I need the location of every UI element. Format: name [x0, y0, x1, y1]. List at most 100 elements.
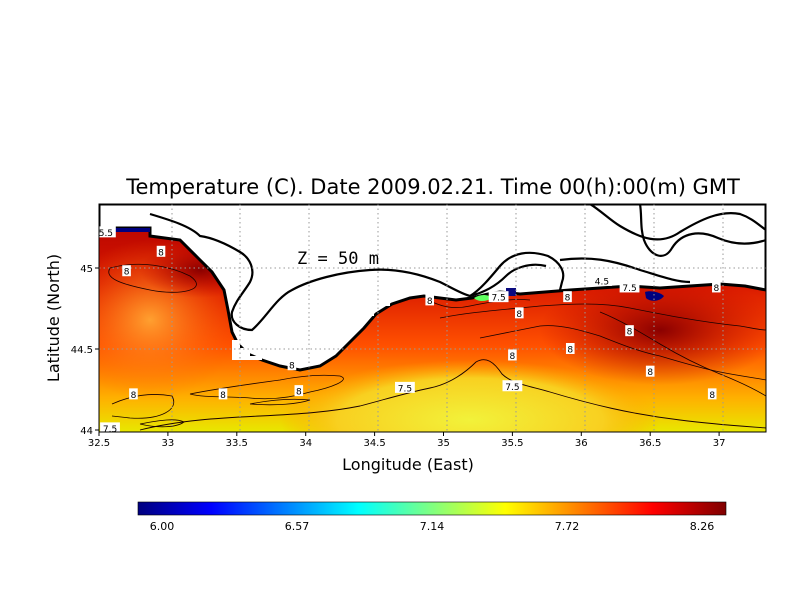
contour-label-bg: [294, 385, 304, 397]
contour-label-bg: [156, 245, 166, 257]
x-tick-label: 35.5: [501, 438, 523, 449]
contour-label-bg: [287, 359, 297, 371]
contour-label: 7.5: [395, 381, 415, 394]
contour-line: [189, 374, 344, 400]
y-tick-label: 44.5: [71, 345, 93, 356]
contour-label-bg: [122, 265, 131, 277]
colorbar-ticks: 6.00 6.57 7.14 7.72 8.26: [150, 520, 715, 533]
contour-label-bg: [619, 281, 640, 293]
contour-label: 8: [565, 343, 575, 356]
x-tick-label: 33.5: [226, 438, 248, 449]
contour-label-bg: [565, 343, 575, 354]
x-tick-label: 32.5: [88, 438, 110, 449]
contour-label-text: 7.5: [398, 384, 412, 394]
chart-title: Temperature (C). Date 2009.02.21. Time 0…: [125, 175, 740, 199]
contour-label-text: 8: [427, 297, 433, 307]
colorbar-tick-label: 6.00: [150, 520, 175, 533]
contour-label-text: 8: [516, 310, 522, 320]
contour-label-bg: [129, 388, 138, 400]
contour-label-text: 8: [296, 388, 302, 398]
contour-label-text: 5.5: [99, 229, 113, 239]
contour-label-text: 4.5: [595, 277, 609, 287]
contour-label: 8: [645, 365, 655, 378]
x-axis: 32.5 33 33.5 34 34.5 35 35.5 36 36.5 37: [88, 432, 725, 449]
contour-label-bg: [218, 388, 228, 400]
contour-label: 8: [514, 307, 524, 320]
x-tick-label: 36.5: [639, 438, 661, 449]
x-tick-label: 33: [162, 438, 175, 449]
contour-label: 7.5: [488, 291, 509, 304]
contour-label-bg: [502, 380, 523, 392]
contour-line: [439, 303, 766, 331]
contour-label-bg: [395, 381, 415, 393]
contour-label-text: 7.5: [505, 383, 519, 393]
contour-label-bg: [563, 291, 572, 303]
y-tick-label: 45: [80, 264, 93, 275]
colorbar: 6.00 6.57 7.14 7.72 8.26: [137, 501, 727, 533]
kerch-coastline: [589, 204, 766, 241]
contour-label-bg: [707, 388, 717, 400]
contour-label: 8: [218, 388, 228, 401]
contour-labels: 8 8 8 8 8 8 7.5 8 7.5 8 8 7.5 8 8 4.5 7.5 8 8 8 8 5.5 7.5: [99, 226, 721, 435]
contour-label-text: 7.5: [622, 284, 636, 294]
contour-label: 7.5: [100, 422, 120, 435]
contour-label: 8: [294, 385, 304, 398]
contour-line: [479, 325, 766, 381]
x-tick-label: 35: [437, 438, 450, 449]
contour-label: 8: [425, 294, 435, 307]
contour-label-text: 8: [158, 248, 164, 258]
taman-coastline: [638, 204, 766, 257]
x-tick-label: 36: [575, 438, 588, 449]
contour-label-text: 7.5: [103, 425, 117, 435]
contour-label-text: 7.5: [491, 294, 505, 304]
crimea-landmass: [99, 204, 766, 372]
contour-label: 8: [712, 281, 721, 294]
contour-label-bg: [508, 349, 517, 361]
colorbar-scale: [137, 501, 727, 516]
contour-label: 5.5: [99, 226, 116, 239]
cold-patch: [645, 291, 664, 301]
contour-label-text: 8: [289, 362, 295, 372]
depth-label: Z = 50 m: [297, 249, 379, 269]
x-tick-label: 34.5: [363, 438, 385, 449]
coast-step: [340, 300, 390, 338]
contour-label-bg: [425, 294, 435, 306]
contour-label-bg: [488, 291, 509, 303]
contour-label: 8: [707, 388, 717, 401]
colorbar-tick-label: 7.72: [555, 520, 580, 533]
inland-coastline: [149, 212, 565, 332]
contour-label-text: 8: [124, 268, 130, 278]
contour-label-bg: [645, 365, 655, 377]
x-axis-label: Longitude (East): [342, 455, 474, 474]
contour-label-bg: [625, 325, 634, 337]
contour-label: 8: [156, 245, 166, 258]
cool-south-region: [280, 360, 660, 432]
warmest-east-region: [540, 275, 766, 385]
colorbar-tick-label: 8.26: [690, 520, 715, 533]
x-tick-label: 34: [299, 438, 312, 449]
contour-line: [108, 263, 197, 293]
contour-label-bg: [514, 307, 524, 319]
contour-label-text: 8: [565, 294, 571, 304]
contour-label: 8: [129, 388, 138, 401]
contour-label-text: 8: [567, 346, 573, 356]
y-axis-label: Latitude (North): [44, 254, 63, 382]
cool-patch: [474, 295, 492, 301]
contour-label: 8: [287, 359, 297, 372]
map-area: 8 8 8 8 8 8 7.5 8 7.5 8 8 7.5 8 8 4.5 7.5 8 8 8 8 5.5 7.5 Z =…: [99, 204, 766, 435]
contour-line: [427, 299, 531, 308]
contour-label-bg: [712, 281, 721, 293]
contour-label-text: 8: [627, 328, 633, 338]
contour-label: 8: [508, 349, 517, 362]
azov-coastline: [469, 257, 691, 298]
contour-line: [249, 398, 311, 406]
contour-label: 4.5: [592, 274, 612, 287]
contour-line-7.5: [139, 359, 766, 431]
contour-label-bg: [592, 274, 612, 286]
plot-frame: [98, 203, 767, 433]
contour-label-bg: [100, 422, 120, 432]
y-tick-label: 44: [80, 426, 93, 437]
contour-label-text: 8: [709, 391, 715, 401]
contour-label: 7.5: [502, 380, 523, 393]
